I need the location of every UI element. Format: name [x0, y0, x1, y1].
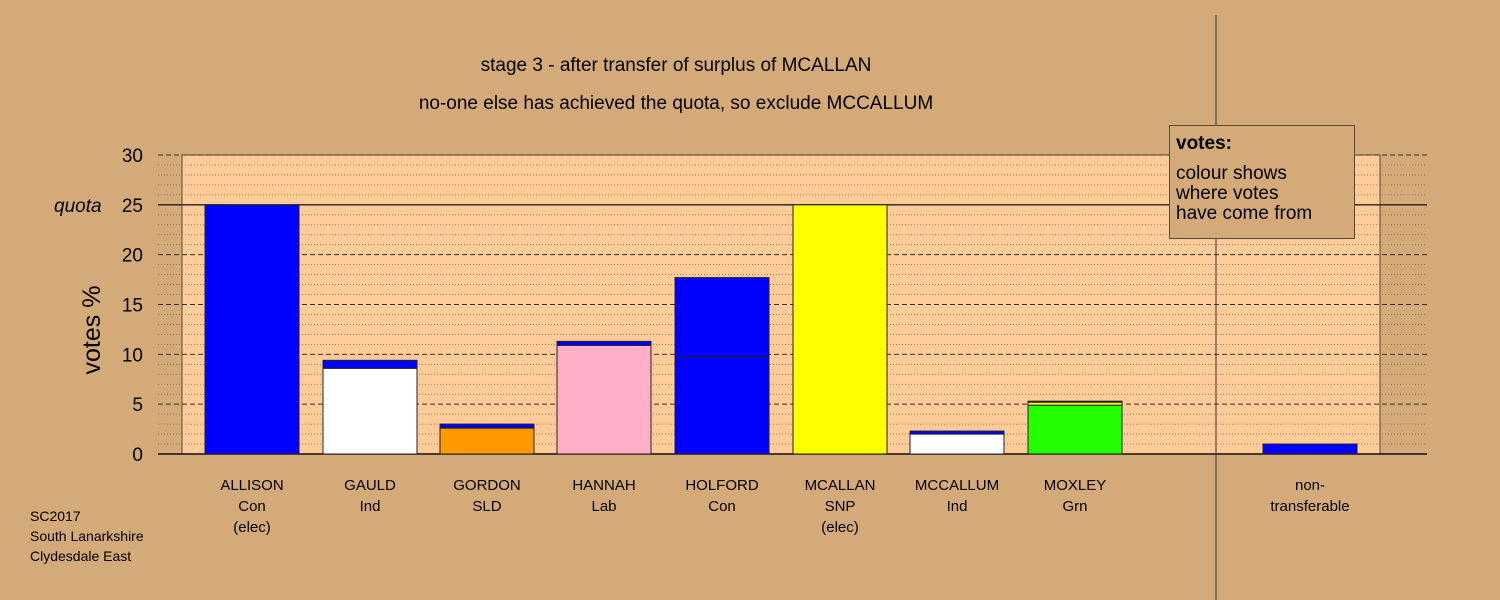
- bar-segment: [322, 367, 418, 455]
- footer-council: South Lanarkshire: [30, 528, 144, 544]
- footer-election: SC2017: [30, 508, 81, 524]
- bar-segment: [204, 204, 300, 455]
- x-tick-label: MCALLAN: [805, 477, 876, 494]
- x-tick-label: MCCALLUM: [915, 477, 999, 494]
- x-tick-label: SNP: [825, 498, 856, 515]
- y-tick-label: 10: [122, 345, 143, 366]
- legend-line: where votes: [1176, 183, 1279, 204]
- x-tick-label: HANNAH: [572, 477, 635, 494]
- bar-segment: [322, 359, 418, 369]
- bar-segment: [909, 433, 1005, 455]
- footer-ward: Clydesdale East: [30, 548, 132, 564]
- x-tick-label: GAULD: [344, 477, 396, 494]
- legend-box: votes: colour shows where votes have com…: [1169, 125, 1355, 239]
- bar-segment: [556, 344, 652, 455]
- chart-title: stage 3 - after transfer of surplus of M…: [480, 55, 872, 76]
- bar-segment: [1027, 400, 1123, 403]
- y-tick-label: 5: [132, 395, 143, 416]
- x-tick-label: transferable: [1270, 498, 1349, 515]
- y-tick-label: 20: [122, 246, 143, 267]
- legend-heading: votes:: [1176, 133, 1232, 154]
- x-tick-label: Ind: [360, 498, 381, 515]
- x-tick-label: non-: [1295, 477, 1325, 494]
- quota-label: quota: [54, 196, 102, 217]
- y-tick-label: 15: [122, 296, 143, 317]
- x-tick-label: HOLFORD: [685, 477, 759, 494]
- x-tick-label: (elec): [821, 519, 859, 536]
- x-tick-label: GORDON: [453, 477, 521, 494]
- bar-segment: [674, 277, 770, 358]
- footer-info: SC2017 South Lanarkshire Clydesdale East: [30, 506, 144, 566]
- x-tick-label: Lab: [591, 498, 616, 515]
- x-tick-label: Con: [238, 498, 266, 515]
- bar-segment: [1027, 404, 1123, 455]
- y-tick-label: 0: [132, 445, 143, 466]
- x-tick-label: ALLISON: [220, 477, 283, 494]
- y-axis-label: votes %: [78, 286, 106, 375]
- bar-segment: [556, 340, 652, 346]
- bar-segment: [909, 430, 1005, 435]
- legend-line: colour shows: [1176, 163, 1287, 184]
- x-tick-label: MOXLEY: [1044, 477, 1107, 494]
- x-tick-label: SLD: [472, 498, 501, 515]
- x-tick-label: Grn: [1062, 498, 1087, 515]
- bar-segment: [792, 204, 888, 455]
- x-tick-label: (elec): [233, 519, 271, 536]
- legend-line: have come from: [1176, 203, 1313, 224]
- bar-segment: [674, 356, 770, 455]
- bar-segment: [439, 427, 535, 455]
- chart-subtitle: no-one else has achieved the quota, so e…: [418, 93, 934, 114]
- x-tick-label: Ind: [947, 498, 968, 515]
- y-tick-label: 25: [122, 196, 143, 217]
- y-tick-label: 30: [122, 146, 143, 167]
- x-tick-label: Con: [708, 498, 736, 515]
- bar-segment: [1262, 443, 1358, 455]
- bar-segment: [439, 423, 535, 429]
